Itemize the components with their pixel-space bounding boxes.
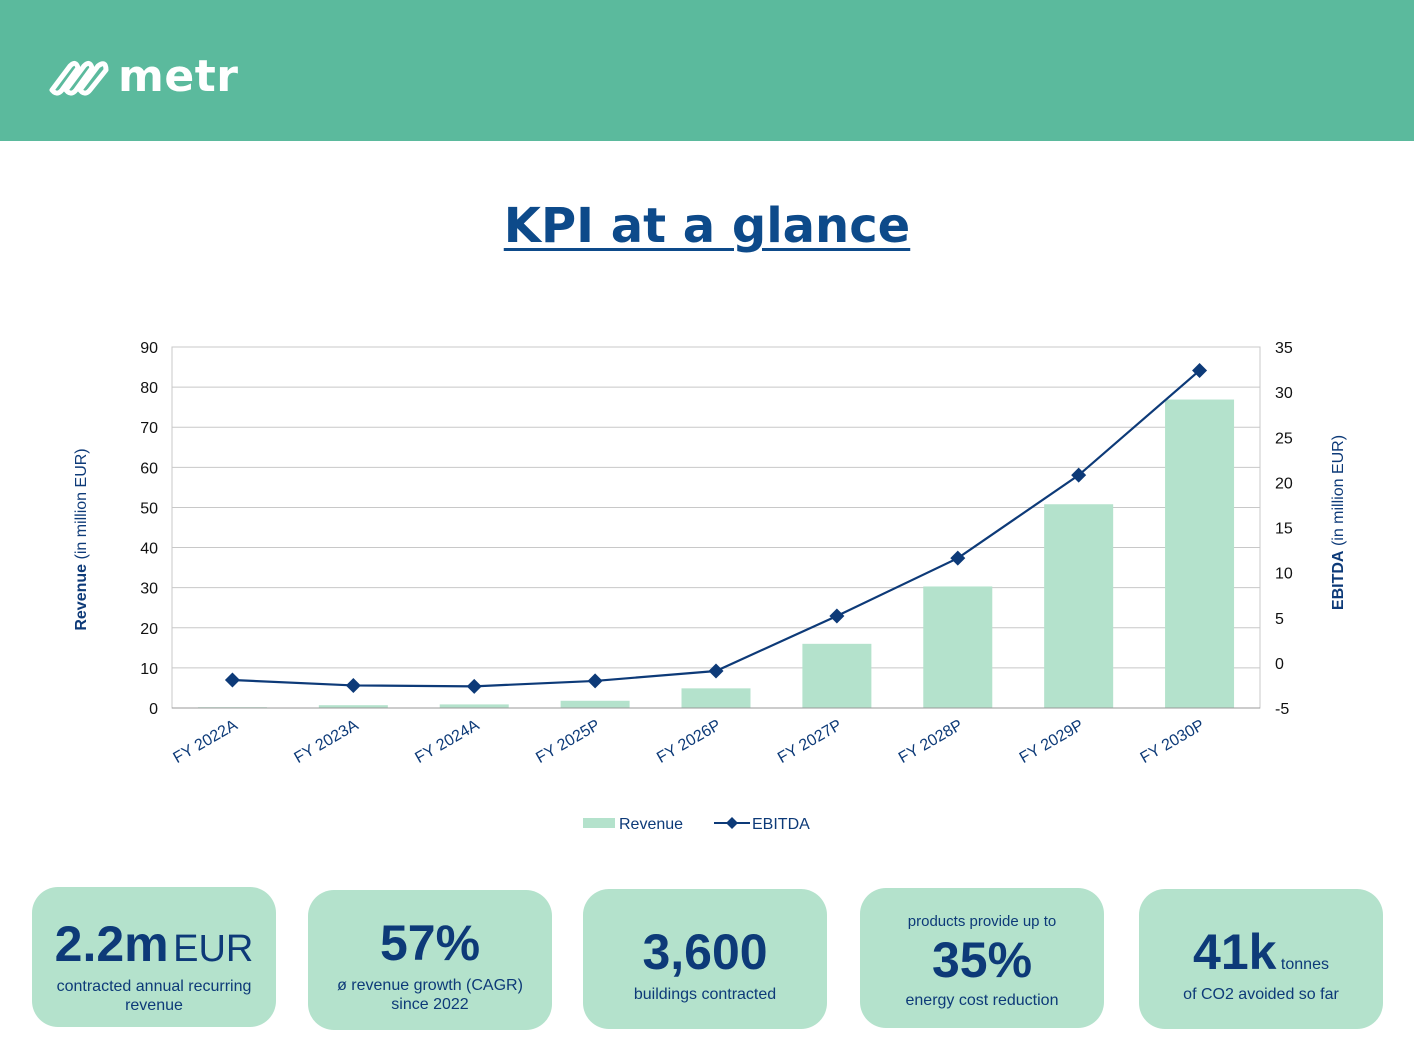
header-bar: metr (0, 0, 1414, 141)
ebitda-point (1071, 467, 1087, 483)
x-tick-label: FY 2028P (896, 717, 966, 767)
right-axis-title-bold: EBITDA (1330, 550, 1347, 610)
revenue-bar (318, 705, 388, 708)
kpi-desc-line: contracted annual recurring (56, 978, 252, 995)
left-tick-label: 50 (140, 500, 158, 517)
kpi-desc-line: buildings contracted (633, 986, 777, 1003)
ebitda-point (345, 677, 361, 693)
revenue-bar (923, 586, 993, 708)
revenue-bar (1044, 504, 1114, 708)
x-tick-label: FY 2029P (1017, 717, 1087, 767)
x-tick-label: FY 2023A (291, 717, 361, 767)
kpi-value: 41k (1193, 924, 1277, 980)
metr-logo-icon (49, 60, 109, 96)
left-tick-label: 30 (140, 581, 158, 598)
revenue-bar (802, 643, 872, 708)
ebitda-point (587, 673, 603, 689)
right-axis-title-rest: (in million EUR) (1330, 435, 1347, 551)
kpi-card-energy: products provide up to 35% energy cost r… (860, 888, 1104, 1028)
x-tick-label: FY 2030P (1138, 717, 1208, 767)
kpi-chart: 0 10 20 30 40 50 60 70 80 90 -5 0 5 10 15 20 25 30 35 FY 20… (73, 340, 1347, 833)
kpi-desc-line: since 2022 (391, 996, 469, 1013)
revenue-bar (560, 700, 630, 708)
ebitda-point (224, 672, 240, 688)
right-tick-label: 25 (1275, 430, 1293, 447)
kpi-card-buildings: 3,600 buildings contracted (583, 889, 827, 1029)
revenue-bar (681, 688, 751, 708)
kpi-card-value: 2.2m EUR (32, 919, 276, 971)
ebitda-point (1192, 362, 1208, 378)
right-tick-label: 30 (1275, 385, 1293, 402)
x-tick-label: FY 2026P (654, 717, 724, 767)
left-tick-label: 20 (140, 621, 158, 638)
right-tick-label: 20 (1275, 475, 1293, 492)
left-axis-title: Revenue (in million EUR) (73, 448, 90, 630)
kpi-unit: tonnes (1280, 956, 1329, 973)
x-tick-label: FY 2022A (171, 717, 241, 767)
kpi-value: 57% (379, 915, 481, 971)
left-tick-label: 0 (149, 701, 158, 718)
right-tick-label: 5 (1275, 611, 1284, 628)
left-tick-label: 60 (140, 460, 158, 477)
page-title: KPI at a glance (503, 198, 911, 254)
ebitda-point (829, 608, 845, 624)
x-tick-label: FY 2027P (775, 717, 845, 767)
kpi-value: 2.2m (54, 916, 169, 972)
right-axis-title: EBITDA (in million EUR) (1330, 435, 1347, 610)
ebitda-point (950, 550, 966, 566)
kpi-card-cagr: 57% ø revenue growth (CAGR) since 2022 (308, 890, 552, 1030)
kpi-value: 35% (931, 932, 1033, 988)
ebitda-point (466, 678, 482, 694)
legend-ebitda-label: EBITDA (752, 816, 810, 833)
brand-name: metr (118, 51, 239, 102)
ebitda-point (708, 663, 724, 679)
right-tick-label: 15 (1275, 521, 1293, 538)
x-tick-label: FY 2024A (412, 717, 482, 767)
revenue-bar (1165, 399, 1235, 708)
left-tick-label: 80 (140, 380, 158, 397)
revenue-bar (439, 704, 509, 708)
left-tick-label: 10 (140, 661, 158, 678)
kpi-value: 3,600 (642, 924, 768, 980)
kpi-desc-line: of CO2 avoided so far (1183, 986, 1339, 1003)
right-tick-label: 35 (1275, 340, 1293, 357)
kpi-card-co2: 41k tonnes of CO2 avoided so far (1139, 889, 1383, 1029)
left-axis-title-bold: Revenue (73, 564, 90, 631)
legend-revenue-swatch (583, 818, 615, 828)
legend-revenue-label: Revenue (619, 816, 683, 833)
left-tick-label: 40 (140, 541, 158, 558)
left-tick-label: 70 (140, 420, 158, 437)
kpi-desc-line: ø revenue growth (CAGR) (337, 977, 523, 994)
brand-logo[interactable]: metr (48, 55, 238, 99)
right-tick-label: 10 (1275, 566, 1293, 583)
kpi-pre-line: products provide up to (907, 913, 1057, 930)
kpi-card-value: 41k tonnes (1139, 927, 1383, 977)
legend-ebitda-marker (726, 817, 738, 829)
kpi-card-arr: 2.2m EUR contracted annual recurring rev… (32, 887, 276, 1027)
left-tick-label: 90 (140, 340, 158, 357)
x-tick-label: FY 2025P (533, 717, 603, 767)
right-tick-label: -5 (1275, 701, 1289, 718)
right-tick-label: 0 (1275, 656, 1284, 673)
kpi-desc-line: revenue (125, 997, 183, 1014)
left-axis-title-rest: (in million EUR) (73, 448, 90, 564)
kpi-desc-line: energy cost reduction (905, 992, 1059, 1009)
kpi-unit: EUR (173, 928, 254, 970)
